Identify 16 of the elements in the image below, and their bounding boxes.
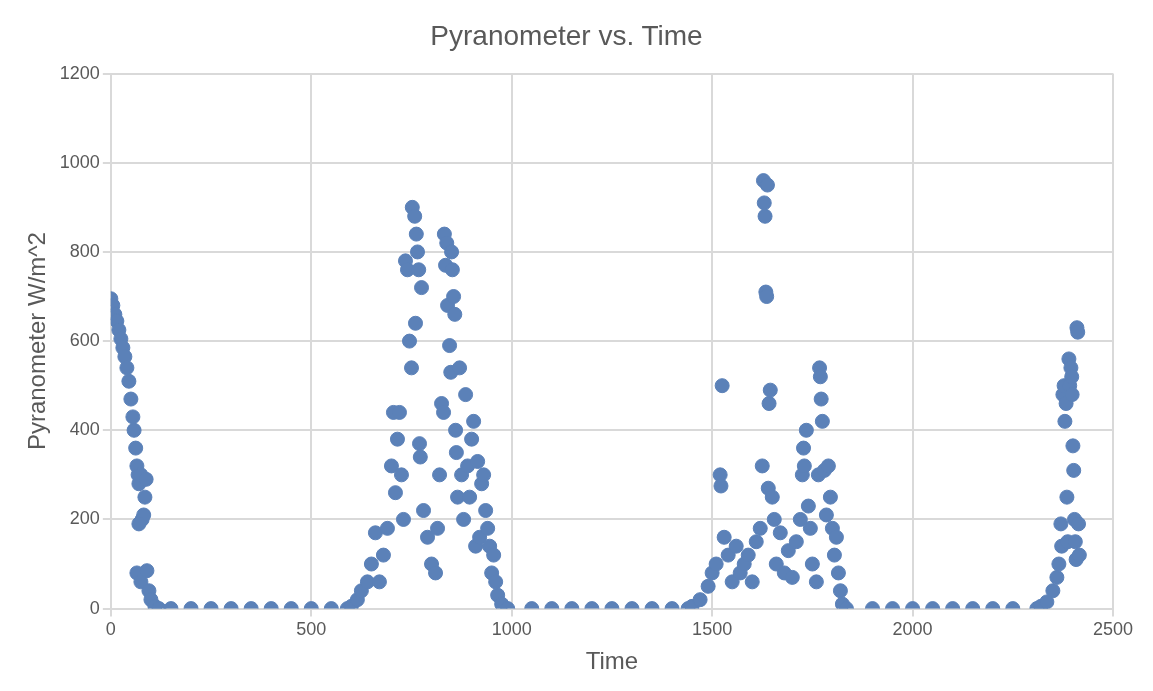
x-tick-label: 500 (296, 619, 327, 640)
y-tick-label: 1000 (59, 151, 100, 172)
x-tick-label: 1000 (491, 619, 532, 640)
y-tick-label: 400 (69, 419, 100, 440)
y-tick-label: 800 (69, 240, 100, 261)
x-tick-label: 1500 (692, 619, 733, 640)
y-tick-label: 600 (69, 330, 100, 351)
x-tick-label: 2500 (1092, 619, 1134, 640)
x-tick-label: 0 (105, 619, 116, 640)
y-tick-label: 1200 (59, 62, 100, 83)
y-tick-label: 200 (69, 508, 100, 529)
x-tick-label: 2000 (892, 619, 933, 640)
chart-title: Pyranometer vs. Time (430, 19, 703, 51)
x-axis-title: Time (585, 647, 639, 675)
y-axis-title: Pyranometer W/m^2 (23, 232, 51, 451)
y-tick-label: 0 (89, 597, 100, 618)
